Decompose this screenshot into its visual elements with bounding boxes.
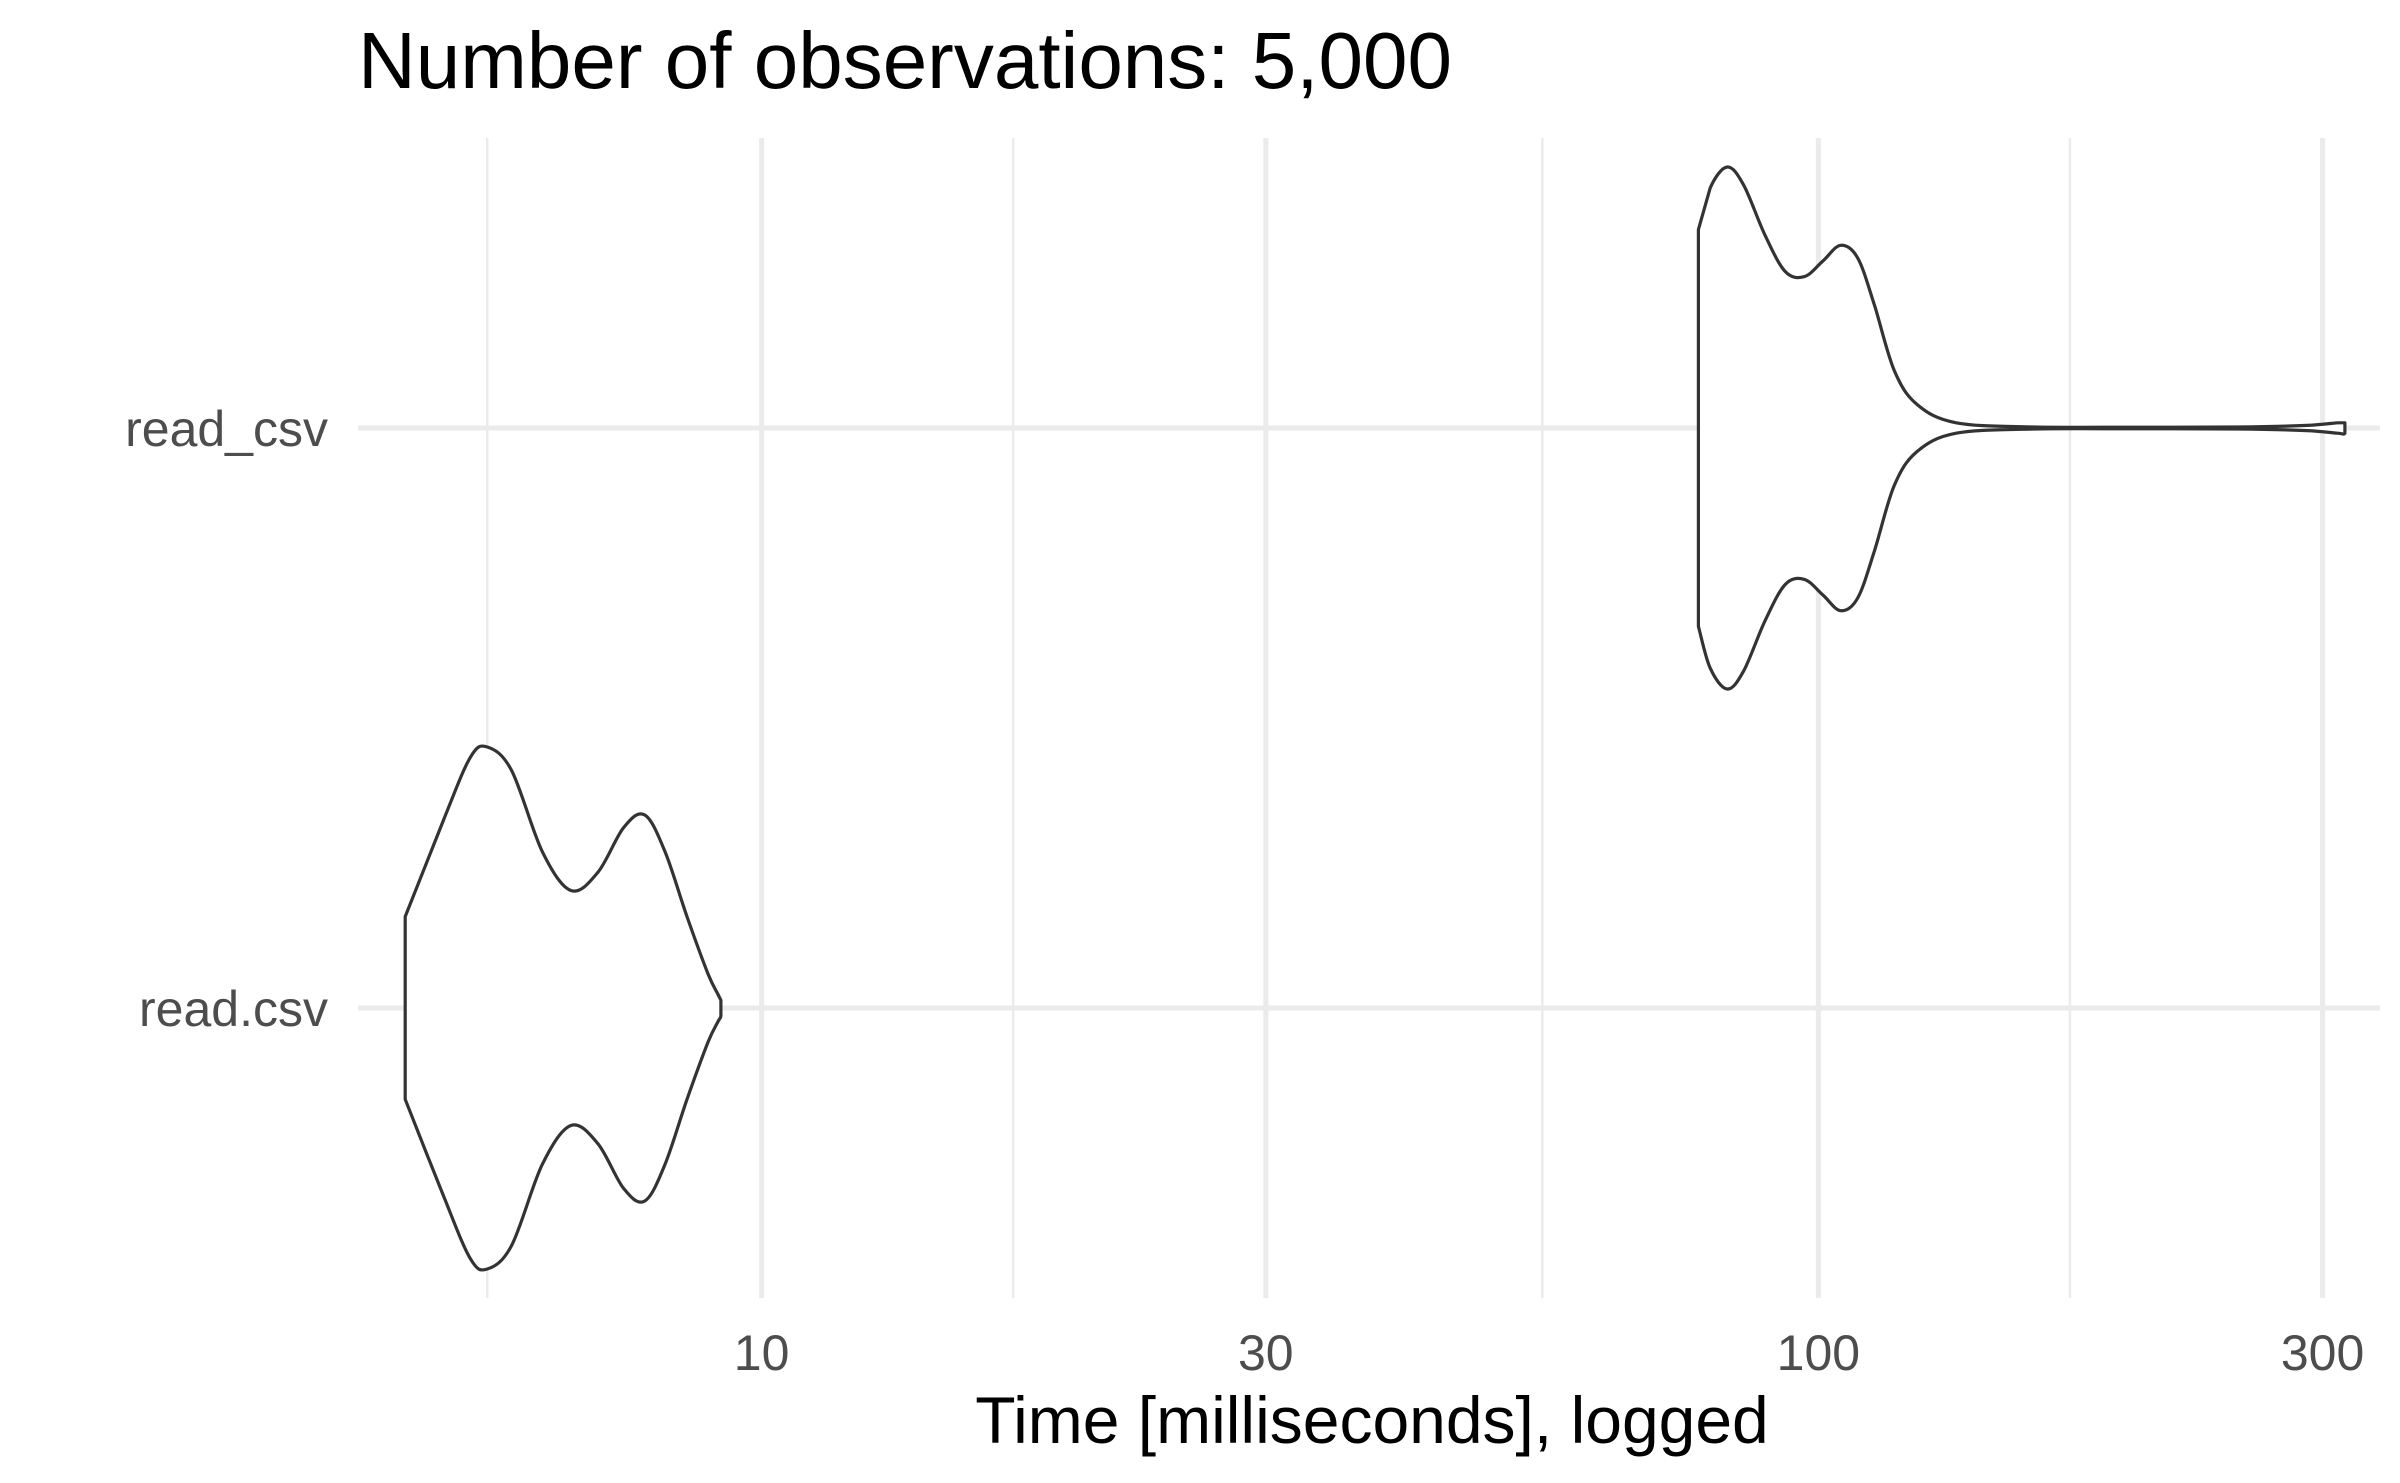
x-tick-label: 30 (1238, 1325, 1294, 1381)
chart-title: Number of observations: 5,000 (358, 16, 1452, 105)
y-tick-label: read_csv (125, 401, 328, 457)
violin-read-csv (1696, 165, 2347, 691)
violins (403, 165, 2347, 1272)
x-axis-title: Time [milliseconds], logged (975, 1383, 1769, 1457)
x-tick-label: 10 (734, 1325, 790, 1381)
violin-read-csv (403, 744, 723, 1272)
x-tick-label: 300 (2281, 1325, 2364, 1381)
y-tick-label: read.csv (139, 981, 328, 1037)
tick-labels: 10 30 100 300 read_csv read.csv (125, 401, 2364, 1381)
x-tick-label: 100 (1777, 1325, 1860, 1381)
